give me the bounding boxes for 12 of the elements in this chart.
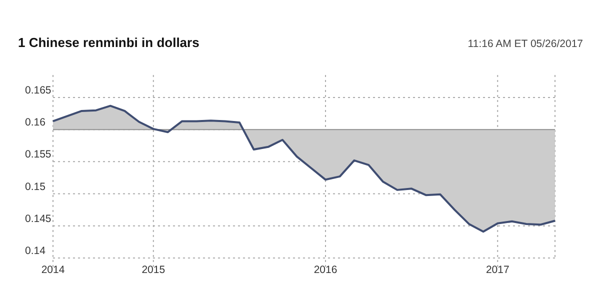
x-tick-label: 2015: [142, 264, 166, 276]
x-tick-label: 2016: [314, 264, 338, 276]
y-tick-label: 0.145: [25, 212, 52, 225]
y-tick-label: 0.16: [25, 116, 46, 129]
chart-title: 1 Chinese renminbi in dollars: [18, 35, 200, 50]
chart-subtitle: 11:16 AM ET 05/26/2017: [468, 38, 584, 50]
y-tick-label: 0.14: [25, 245, 46, 257]
x-tick-label: 2017: [486, 264, 510, 276]
y-tick-label: 0.165: [25, 84, 52, 96]
x-tick-label: 2014: [41, 264, 65, 276]
y-tick-label: 0.15: [25, 180, 46, 193]
y-tick-label: 0.155: [25, 148, 52, 161]
